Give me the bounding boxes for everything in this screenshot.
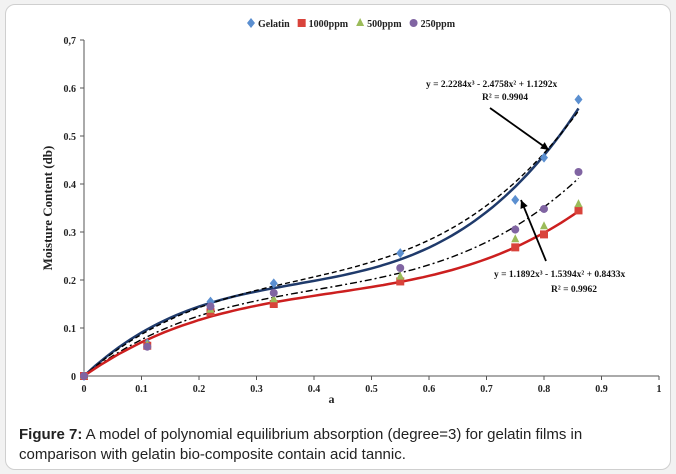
data-point-250ppm — [206, 302, 215, 311]
fit-curve-250ppm — [83, 110, 580, 377]
data-point-250ppm — [143, 342, 152, 351]
x-tick-label: 0.7 — [480, 384, 493, 395]
y-tick-label: 0.2 — [64, 276, 77, 287]
figure-panel: 0 0.1 0.2 0.3 0.4 0.5 0.6 0.7 0.8 0.9 1 0 0.1 0.2 0.3 0… — [5, 4, 671, 470]
arrow-gelatin-head — [540, 142, 549, 150]
legend-label-250ppm: 250ppm — [421, 19, 456, 30]
legend-label-500ppm: 500ppm — [367, 19, 402, 30]
caption-text: A model of polynomial equilibrium absorp… — [19, 426, 583, 463]
data-point-250ppm — [511, 225, 520, 234]
data-point-1000ppm — [540, 230, 548, 239]
legend-label-1000ppm: 1000ppm — [309, 19, 349, 30]
x-tick-label: 0.8 — [538, 384, 551, 395]
y-tick-label: 0.3 — [64, 228, 77, 239]
x-tick-label: 0 — [82, 384, 87, 395]
data-point-500ppm — [574, 199, 583, 208]
x-tick-label: 0.6 — [423, 384, 436, 395]
data-point-gelatin — [540, 152, 548, 163]
fit-curve-1000ppm — [83, 210, 580, 378]
data-point-250ppm — [540, 204, 548, 213]
data-point-500ppm — [396, 271, 405, 280]
legend-marker-gelatin — [247, 18, 255, 28]
x-tick-label: 0.1 — [135, 384, 148, 395]
y-tick-label: 0 — [71, 372, 76, 383]
data-point-1000ppm — [396, 277, 405, 286]
data-point-1000ppm — [511, 243, 520, 252]
r2-composite: R² = 0.9962 — [551, 285, 597, 295]
legend-label-gelatin: Gelatin — [258, 19, 290, 30]
y-axis-label: Moisture Content (db) — [40, 146, 55, 271]
equation-gelatin: y = 2.2284x³ - 2.4758x² + 1.1292x — [426, 80, 558, 90]
data-point-gelatin — [511, 194, 520, 205]
x-tick-label: 0.5 — [365, 384, 378, 395]
data-point-gelatin — [269, 278, 278, 289]
data-point-gelatin — [396, 248, 405, 259]
arrow-composite-head — [520, 200, 528, 209]
figure-caption: Figure 7: A model of polynomial equilibr… — [19, 425, 659, 465]
data-point-250ppm — [80, 372, 88, 380]
data-point-500ppm — [269, 294, 278, 303]
arrow-gelatin — [489, 107, 550, 151]
fit-curve-500ppm — [83, 177, 579, 377]
data-point-1000ppm — [574, 206, 583, 215]
data-point-250ppm — [269, 288, 278, 297]
x-axis-label: a — [329, 392, 335, 406]
legend-marker-500ppm — [356, 18, 365, 26]
data-point-250ppm — [574, 168, 583, 176]
data-point-gelatin — [574, 94, 583, 105]
equation-composite: y = 1.1892x³ - 1.5394x² + 0.8433x — [494, 270, 626, 280]
data-point-500ppm — [511, 234, 520, 243]
arrow-composite — [520, 199, 547, 262]
y-tick-label: 0.5 — [64, 132, 77, 143]
x-tick-label: 0.9 — [595, 384, 608, 395]
fit-curve-gelatin — [83, 107, 580, 377]
data-point-250ppm — [396, 264, 405, 272]
x-tick-label: 1 — [657, 384, 662, 395]
legend-marker-1000ppm — [297, 19, 306, 27]
r2-gelatin: R² = 0.9904 — [482, 93, 528, 103]
x-tick-label: 0.4 — [308, 384, 321, 395]
y-tick-label: 0.4 — [64, 180, 77, 191]
y-tick-label: 0.1 — [64, 324, 77, 335]
legend-marker-250ppm — [409, 19, 418, 27]
caption-label: Figure 7: — [19, 426, 83, 443]
y-tick-label: 0.6 — [64, 84, 77, 95]
x-tick-label: 0.3 — [250, 384, 263, 395]
x-tick-label: 0.2 — [193, 384, 206, 395]
data-point-1000ppm — [269, 300, 278, 308]
moisture-chart: 0 0.1 0.2 0.3 0.4 0.5 0.6 0.7 0.8 0.9 1 0 0.1 0.2 0.3 0… — [40, 18, 662, 406]
data-point-500ppm — [540, 221, 548, 230]
y-tick-label: 0,7 — [64, 36, 77, 47]
